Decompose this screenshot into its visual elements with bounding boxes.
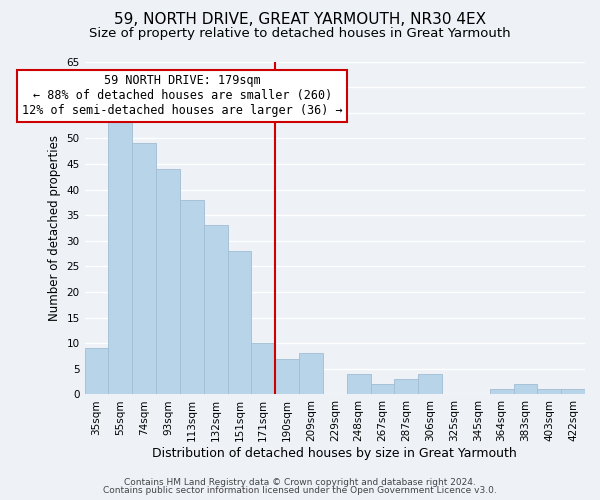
Bar	[227, 251, 251, 394]
Bar	[299, 354, 323, 395]
Text: Size of property relative to detached houses in Great Yarmouth: Size of property relative to detached ho…	[89, 28, 511, 40]
Bar	[490, 390, 514, 394]
Y-axis label: Number of detached properties: Number of detached properties	[48, 135, 61, 321]
Bar	[418, 374, 442, 394]
Bar	[132, 144, 156, 394]
Bar	[275, 358, 299, 394]
Text: Contains public sector information licensed under the Open Government Licence v3: Contains public sector information licen…	[103, 486, 497, 495]
Text: 59 NORTH DRIVE: 179sqm
← 88% of detached houses are smaller (260)
12% of semi-de: 59 NORTH DRIVE: 179sqm ← 88% of detached…	[22, 74, 343, 118]
X-axis label: Distribution of detached houses by size in Great Yarmouth: Distribution of detached houses by size …	[152, 447, 517, 460]
Bar	[156, 169, 180, 394]
Bar	[561, 390, 585, 394]
Bar	[347, 374, 371, 394]
Bar	[109, 118, 132, 394]
Bar	[514, 384, 538, 394]
Bar	[85, 348, 109, 395]
Bar	[394, 379, 418, 394]
Bar	[203, 226, 227, 394]
Bar	[371, 384, 394, 394]
Text: 59, NORTH DRIVE, GREAT YARMOUTH, NR30 4EX: 59, NORTH DRIVE, GREAT YARMOUTH, NR30 4E…	[114, 12, 486, 28]
Bar	[538, 390, 561, 394]
Bar	[251, 343, 275, 394]
Bar	[180, 200, 203, 394]
Text: Contains HM Land Registry data © Crown copyright and database right 2024.: Contains HM Land Registry data © Crown c…	[124, 478, 476, 487]
